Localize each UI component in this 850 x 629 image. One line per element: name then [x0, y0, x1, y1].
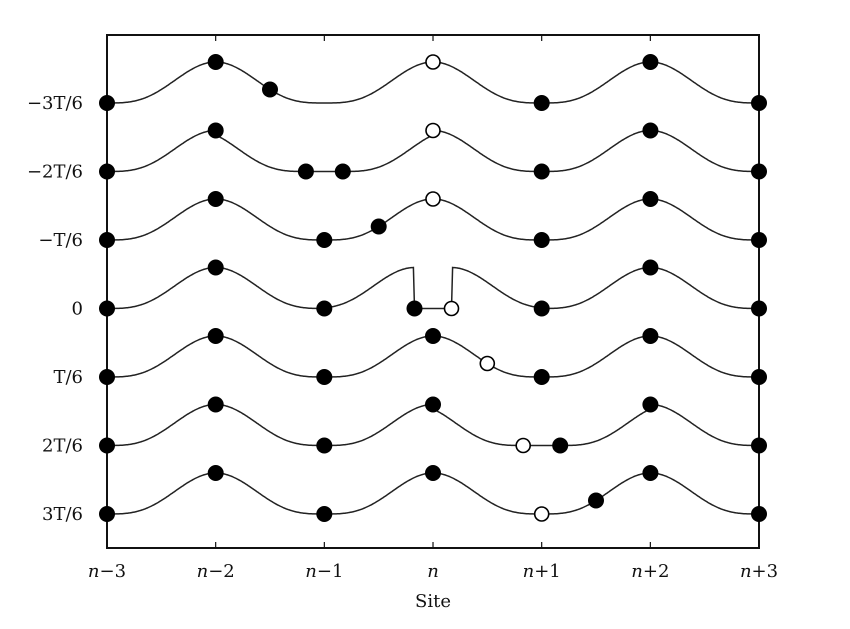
filled-particle-icon — [99, 95, 115, 111]
filled-particle-icon — [297, 163, 314, 180]
hole-particle-icon — [443, 300, 460, 317]
hole-particle-icon — [425, 54, 441, 70]
filled-particle-icon — [207, 122, 224, 139]
filled-particle-icon — [316, 300, 333, 317]
filled-particle-icon — [425, 328, 441, 344]
filled-particle-icon — [207, 328, 224, 344]
hole-particle-icon — [533, 506, 550, 522]
hole-particle-icon — [425, 122, 441, 139]
filled-particle-icon — [588, 492, 604, 509]
x-axis-title: Site — [415, 591, 451, 612]
filled-particle-icon — [99, 163, 115, 180]
x-tick-label: n+3 — [740, 561, 778, 582]
y-tick-label: T/6 — [53, 367, 83, 388]
filled-particle-icon — [642, 122, 659, 139]
filled-particle-icon — [316, 437, 333, 454]
filled-particle-icon — [642, 54, 659, 70]
filled-particle-icon — [642, 465, 659, 481]
y-tick-label: −2T/6 — [27, 162, 83, 183]
filled-particle-icon — [751, 163, 767, 180]
filled-particle-icon — [316, 369, 333, 385]
filled-particle-icon — [99, 300, 115, 317]
x-tick-label: n−2 — [197, 561, 235, 582]
filled-particle-icon — [552, 437, 569, 454]
filled-particle-icon — [99, 369, 115, 385]
filled-particle-icon — [99, 506, 115, 522]
filled-particle-icon — [533, 232, 550, 248]
filled-particle-icon — [751, 95, 767, 111]
filled-particle-icon — [99, 437, 115, 454]
y-tick-label: 0 — [72, 299, 83, 320]
filled-particle-icon — [262, 81, 278, 98]
y-tick-label: −T/6 — [38, 230, 83, 251]
filled-particle-icon — [316, 232, 333, 248]
filled-particle-icon — [425, 465, 441, 481]
potential-curve — [107, 266, 759, 310]
x-tick-label: n+2 — [631, 561, 669, 582]
filled-particle-icon — [316, 506, 333, 522]
filled-particle-icon — [207, 191, 224, 207]
filled-particle-icon — [751, 232, 767, 248]
x-axis-labels: n−3 n−2 n−1 n n+1 n+2 n+3 — [88, 561, 778, 582]
filled-particle-icon — [751, 506, 767, 522]
filled-particle-icon — [207, 396, 224, 413]
filled-particle-icon — [425, 396, 441, 413]
x-tick-label: n+1 — [523, 561, 561, 582]
filled-particle-icon — [99, 232, 115, 248]
y-tick-label: 3T/6 — [42, 504, 83, 525]
hole-particle-icon — [515, 437, 532, 454]
x-tick-label: n — [427, 561, 439, 582]
filled-particle-icon — [642, 328, 659, 344]
filled-particle-icon — [751, 437, 767, 454]
filled-particle-icon — [533, 95, 550, 111]
y-axis-labels: −3T/6 −2T/6 −T/6 0 T/6 2T/6 3T/6 — [27, 93, 83, 525]
filled-particle-icon — [751, 369, 767, 385]
x-tick-label: n−1 — [305, 561, 343, 582]
x-tick-label: n−3 — [88, 561, 126, 582]
filled-particle-icon — [533, 163, 550, 180]
particles — [99, 54, 767, 522]
filled-particle-icon — [642, 259, 659, 276]
filled-particle-icon — [642, 396, 659, 413]
filled-particle-icon — [334, 163, 351, 180]
axis-ticks — [215, 35, 651, 548]
filled-particle-icon — [406, 300, 423, 317]
y-tick-label: 2T/6 — [42, 436, 83, 457]
filled-particle-icon — [207, 465, 224, 481]
filled-particle-icon — [207, 259, 224, 276]
hole-particle-icon — [425, 191, 441, 207]
filled-particle-icon — [207, 54, 224, 70]
filled-particle-icon — [370, 218, 387, 235]
y-tick-label: −3T/6 — [27, 93, 83, 114]
filled-particle-icon — [533, 300, 550, 317]
filled-particle-icon — [751, 300, 767, 317]
hole-particle-icon — [479, 355, 496, 372]
filled-particle-icon — [533, 369, 550, 385]
filled-particle-icon — [642, 191, 659, 207]
